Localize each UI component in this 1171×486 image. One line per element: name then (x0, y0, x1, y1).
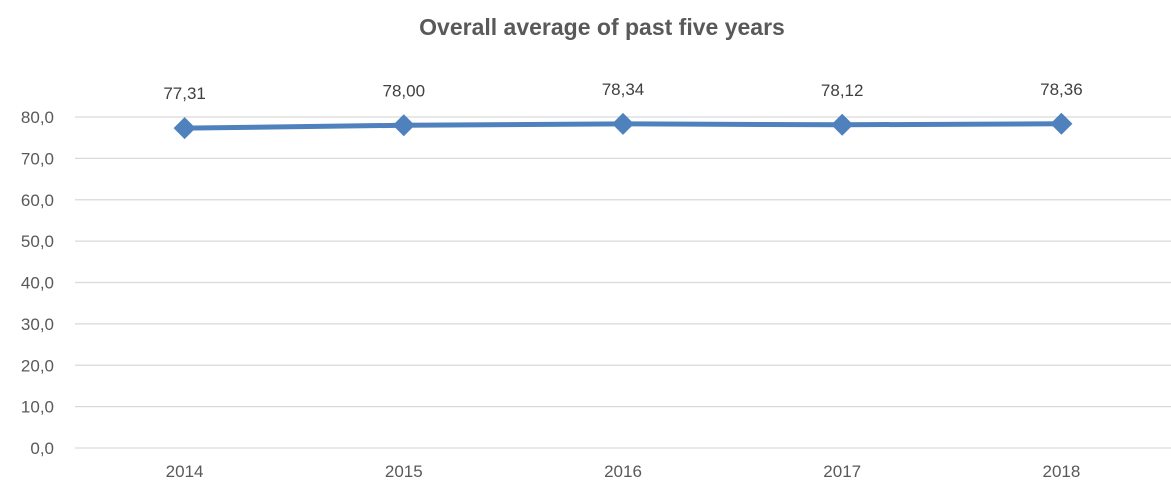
data-point-marker (612, 112, 634, 135)
y-tick-label: 0,0 (30, 439, 54, 458)
data-label: 78,34 (602, 80, 645, 99)
x-axis-tick-labels: 2014 2015 2016 2017 2018 (166, 462, 1081, 481)
x-tick-label: 2018 (1042, 462, 1080, 481)
y-axis-tick-labels: 0,0 10,0 20,0 30,0 40,0 50,0 60,0 70,0 80,0 (21, 108, 54, 458)
chart-title: Overall average of past five years (419, 14, 785, 40)
series-markers (173, 112, 1073, 140)
y-tick-label: 10,0 (21, 398, 54, 417)
data-label: 78,00 (383, 81, 426, 100)
x-tick-label: 2016 (604, 462, 642, 481)
y-tick-label: 60,0 (21, 191, 54, 210)
y-tick-label: 80,0 (21, 108, 54, 127)
data-point-marker (392, 114, 415, 137)
data-label: 78,12 (821, 81, 864, 100)
y-tick-label: 30,0 (21, 315, 54, 334)
x-tick-label: 2017 (823, 462, 861, 481)
data-point-marker (1050, 112, 1073, 135)
x-tick-label: 2014 (166, 462, 204, 481)
data-point-marker (831, 113, 854, 136)
y-tick-label: 40,0 (21, 274, 54, 293)
y-tick-label: 70,0 (21, 149, 54, 168)
data-label: 77,31 (163, 84, 206, 103)
gridlines (75, 116, 1171, 449)
y-tick-label: 20,0 (21, 356, 54, 375)
x-tick-label: 2015 (385, 462, 423, 481)
y-tick-label: 50,0 (21, 232, 54, 251)
data-labels: 77,31 78,00 78,34 78,12 78,36 (163, 80, 1082, 103)
data-label: 78,36 (1040, 80, 1083, 99)
data-point-marker (173, 117, 196, 140)
